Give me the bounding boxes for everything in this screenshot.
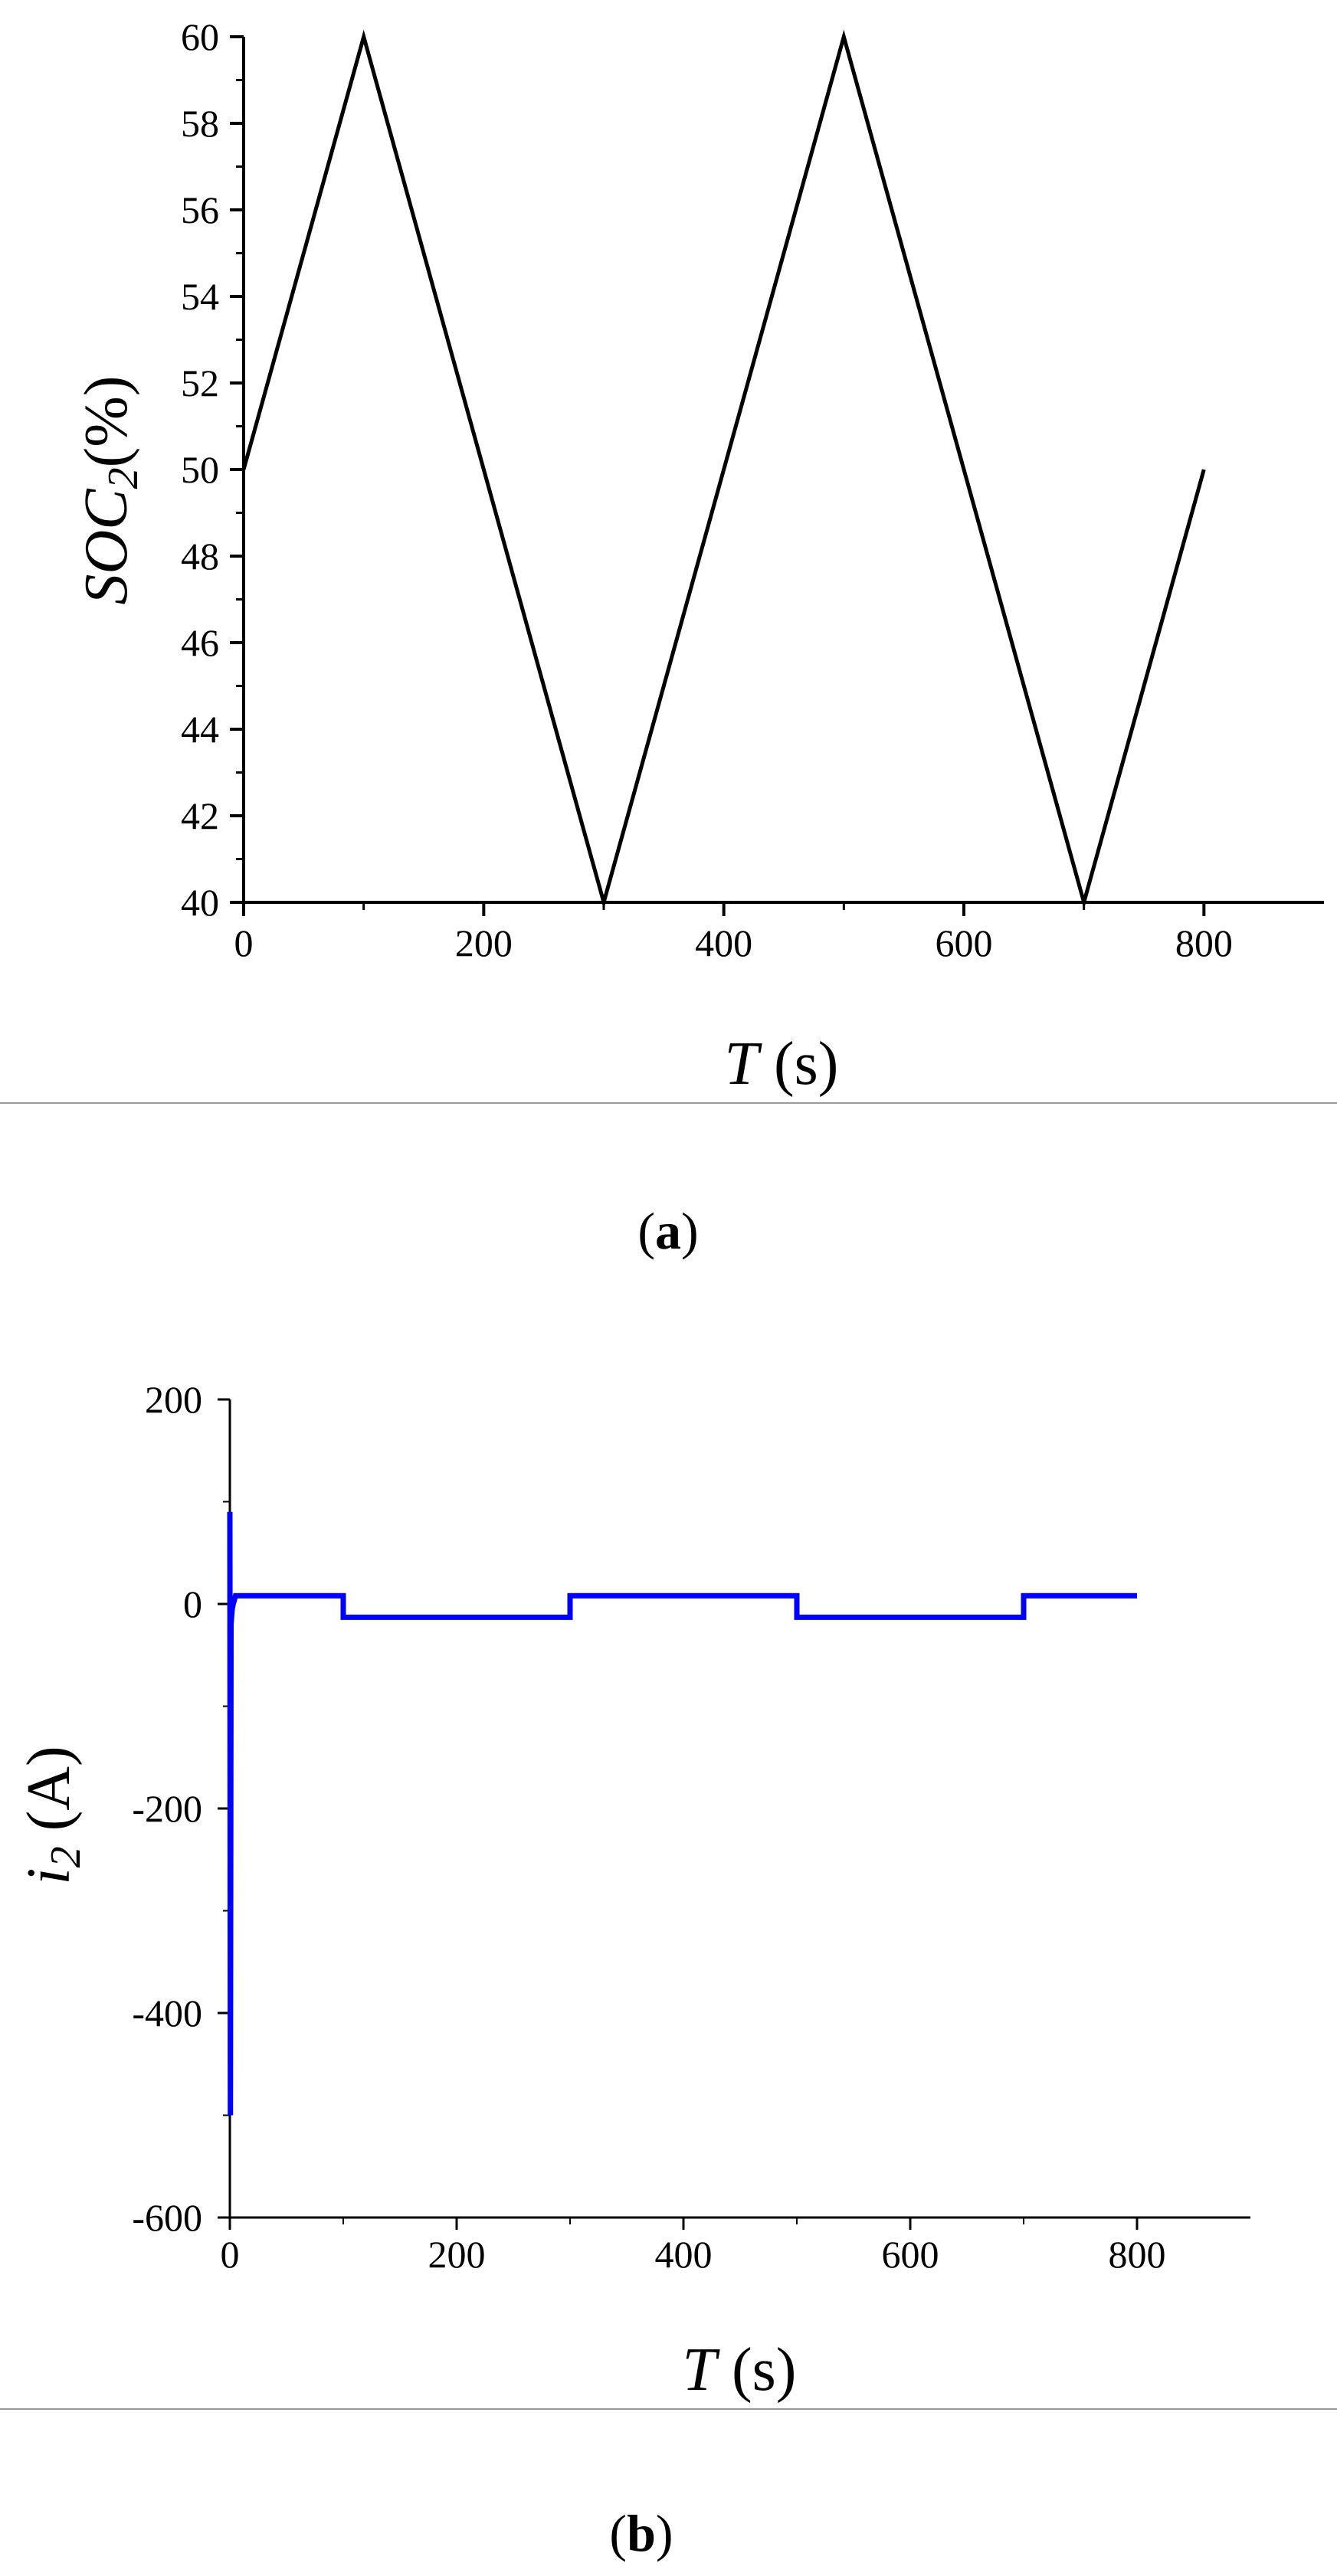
chart-a-y-tick-label: 44 (181, 708, 219, 751)
chart-a-y-tick-label: 56 (181, 188, 219, 231)
chart-a-y-tick-label: 50 (181, 448, 219, 491)
chart-b-y-tick-label: -200 (132, 1787, 202, 1830)
chart-b-x-tick-label: 400 (655, 2233, 713, 2276)
chart-a-x-tick-label: 200 (455, 921, 513, 964)
chart-a-series-line-0 (241, 29, 1206, 910)
chart-a: 40 42 44 46 48 50 52 54 56 58 60 0 200 400 600 800 T (… (0, 15, 1337, 1260)
chart-a-y-ticks: 40 42 44 46 48 50 52 54 56 58 60 (181, 15, 244, 924)
chart-a-y-tick-label: 60 (181, 15, 219, 58)
chart-a-y-tick-label: 46 (181, 621, 219, 664)
chart-b-y-tick-label: 200 (145, 1378, 202, 1421)
chart-b-y-label-unit: (A) (15, 1746, 83, 1846)
chart-a-y-tick-label: 42 (181, 794, 219, 837)
chart-b-x-tick-label: 600 (882, 2233, 939, 2276)
chart-a-x-tick-label: 800 (1175, 921, 1233, 964)
chart-b-x-label-unit: (s) (716, 2336, 796, 2404)
chart-b-x-ticks: 0 200 400 600 800 (221, 2218, 1166, 2276)
chart-a-axes (242, 37, 1324, 904)
chart-a-series (241, 29, 1206, 910)
chart-a-y-axis-label: SOC2(%) (73, 375, 147, 604)
chart-a-y-tick-label: 54 (181, 275, 219, 318)
chart-b-y-tick-label: -600 (132, 2196, 202, 2239)
chart-a-x-ticks: 0 200 400 600 800 (234, 902, 1233, 964)
chart-b-y-tick-label: 0 (183, 1583, 202, 1625)
chart-a-y-tick-label: 58 (181, 102, 219, 145)
chart-b-series-line-0 (227, 1511, 1137, 2116)
chart-a-y-tick-label: 40 (181, 881, 219, 924)
chart-a-caption: (a) (637, 1202, 698, 1260)
chart-a-x-label-unit: (s) (759, 1030, 838, 1098)
chart-b-caption: (b) (609, 2504, 673, 2562)
chart-a-y-label-sub: 2 (100, 467, 147, 489)
chart-a-x-tick-label: 0 (234, 921, 254, 964)
chart-a-y-label-unit: (%) (73, 375, 140, 467)
chart-b-y-label-sub: 2 (42, 1846, 90, 1867)
chart-a-caption-letter: a (655, 1202, 681, 1260)
chart-b-y-ticks: -600 -400 -200 0 200 (132, 1378, 230, 2239)
chart-a-x-axis-label: T (s) (725, 1030, 839, 1098)
chart-b-x-tick-label: 800 (1109, 2233, 1166, 2276)
chart-a-x-tick-label: 400 (695, 921, 752, 964)
chart-a-y-tick-label: 52 (181, 362, 219, 404)
chart-b-axes (228, 1399, 1250, 2219)
chart-b-x-axis-label: T (s) (683, 2336, 797, 2404)
chart-b: -600 -400 -200 0 200 0 200 400 600 800 T (s) i2 … (0, 1378, 1337, 2562)
chart-a-x-tick-label: 600 (936, 921, 993, 964)
chart-b-x-label-var: T (683, 2336, 721, 2404)
chart-b-x-tick-label: 200 (428, 2233, 486, 2276)
chart-a-x-label-var: T (725, 1030, 763, 1098)
chart-b-y-label-var: i (15, 1867, 83, 1884)
chart-b-y-axis-label: i2 (A) (15, 1746, 90, 1884)
chart-b-y-tick-label: -400 (132, 1992, 202, 2034)
chart-b-caption-letter: b (627, 2504, 656, 2562)
chart-b-series (227, 1511, 1137, 2116)
chart-a-y-tick-label: 48 (181, 535, 219, 578)
chart-a-y-label-var: SOC (73, 488, 140, 605)
chart-b-x-tick-label: 0 (221, 2233, 240, 2276)
